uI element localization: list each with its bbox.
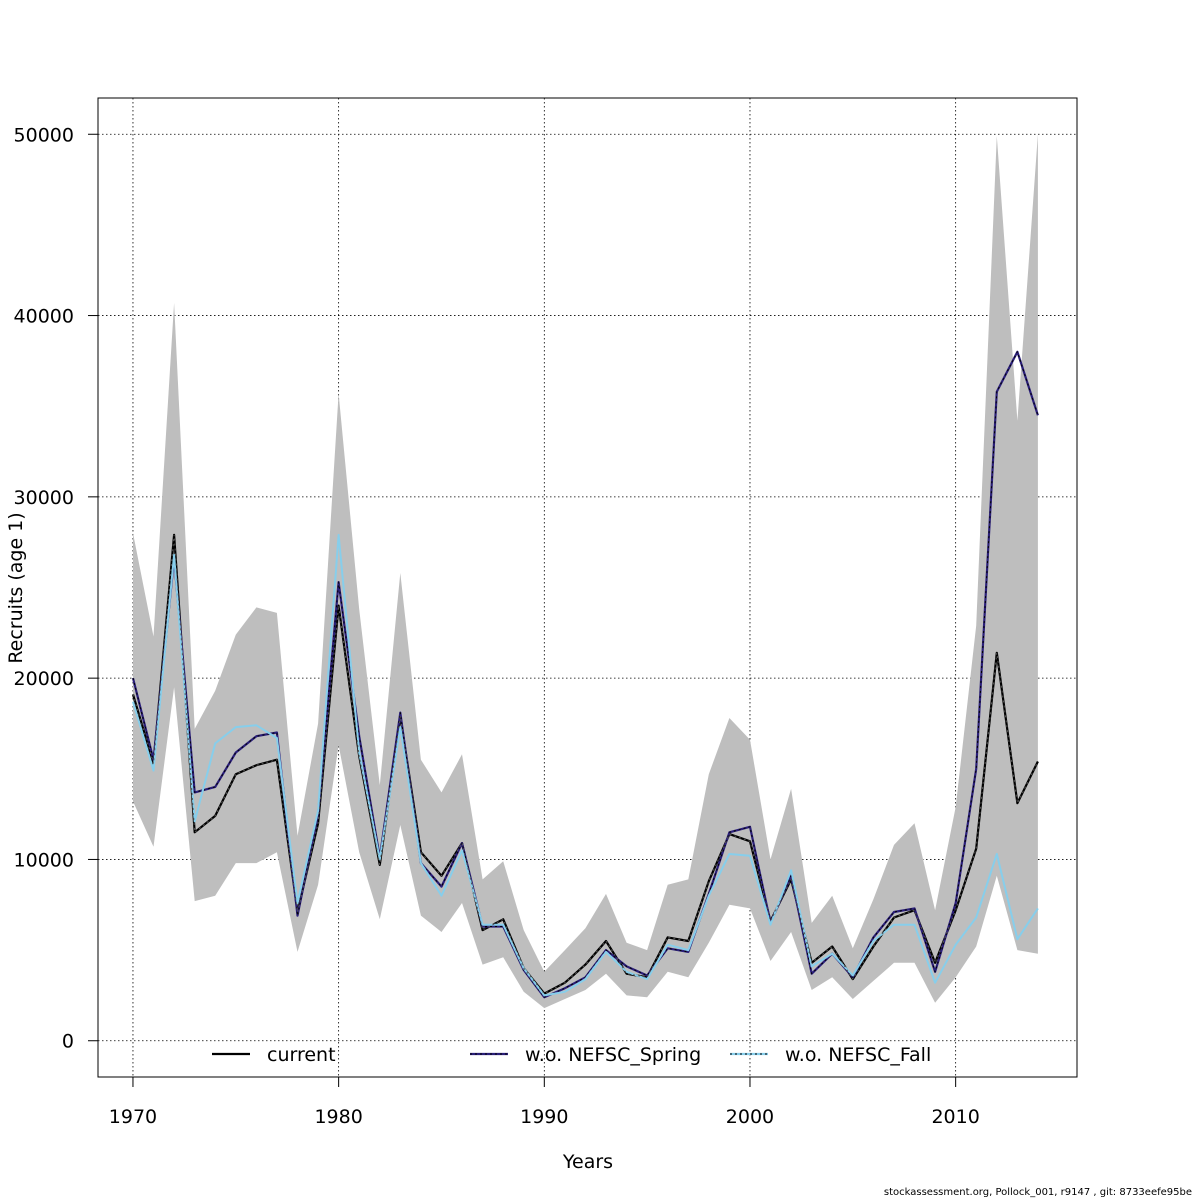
y-tick-label-10000: 10000 [14, 849, 74, 871]
y-axis: 0 10000 20000 30000 40000 50000 [14, 124, 98, 1053]
x-tick-label-1970: 1970 [109, 1106, 157, 1128]
confidence-band [133, 134, 1038, 1009]
legend: current w.o. NEFSC_Spring w.o. NEFSC_Fall [212, 1044, 931, 1066]
x-tick-label-2000: 2000 [726, 1106, 774, 1128]
x-axis: 1970 1980 1990 2000 2010 [109, 1077, 980, 1128]
legend-label-2: w.o. NEFSC_Fall [785, 1044, 931, 1066]
legend-label-1: w.o. NEFSC_Spring [525, 1044, 701, 1066]
y-tick-label-20000: 20000 [14, 668, 74, 690]
x-tick-label-1980: 1980 [314, 1106, 362, 1128]
series-line-0 [131, 533, 1039, 995]
y-tick-label-30000: 30000 [14, 487, 74, 509]
y-tick-label-40000: 40000 [14, 306, 74, 328]
series-lines [131, 350, 1039, 999]
legend-label-0: current [267, 1044, 336, 1066]
x-tick-label-1990: 1990 [520, 1106, 568, 1128]
x-axis-title: Years [562, 1151, 613, 1173]
y-axis-title: Recruits (age 1) [5, 512, 27, 663]
y-tick-label-50000: 50000 [14, 124, 74, 146]
confidence-band-area [133, 134, 1038, 1009]
y-tick-label-0: 0 [62, 1031, 74, 1053]
series-line-2 [132, 533, 1039, 997]
footer-text: stockassessment.org, Pollock_001, r9147 … [883, 1187, 1192, 1198]
plot-frame [97, 97, 1078, 1078]
x-tick-label-2010: 2010 [931, 1106, 979, 1128]
